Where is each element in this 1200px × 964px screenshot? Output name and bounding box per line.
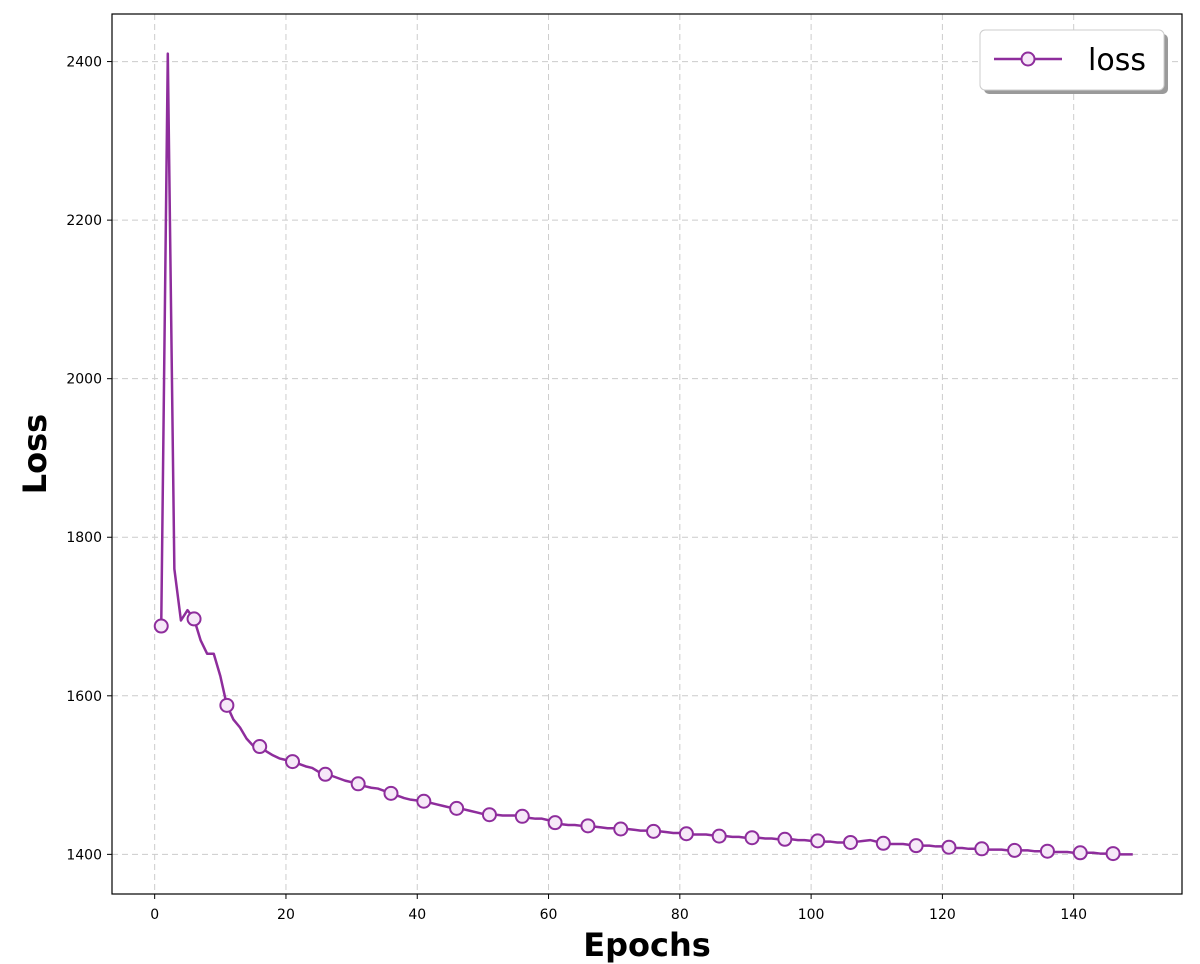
y-tick-label: 1600 — [66, 689, 102, 705]
loss-data-point — [1072, 845, 1088, 861]
loss-data-point — [777, 831, 793, 847]
loss-data-point — [941, 839, 957, 855]
plot-area-frame — [111, 13, 1183, 895]
loss-data-point — [1007, 842, 1023, 858]
loss-data-point — [908, 838, 924, 854]
x-tick-label: 80 — [671, 907, 689, 923]
x-tick-label: 140 — [1060, 907, 1087, 923]
loss-data-point — [514, 808, 530, 824]
loss-data-point — [252, 739, 268, 755]
x-tick-label: 40 — [408, 907, 426, 923]
y-axis-ticks: 1400 1600 1800 2000 2200 2400 — [66, 55, 112, 863]
x-axis-title: Epochs — [583, 926, 711, 964]
y-tick-label: 2400 — [66, 55, 102, 71]
loss-data-point — [580, 818, 596, 834]
x-tick-label: 20 — [277, 907, 295, 923]
loss-series-line — [159, 52, 1133, 856]
legend: loss — [979, 29, 1168, 94]
legend-marker-swatch — [1020, 51, 1036, 67]
loss-data-point — [416, 793, 432, 809]
loss-data-point — [678, 826, 694, 842]
legend-entry-loss: loss — [1088, 43, 1146, 78]
loss-data-point — [842, 834, 858, 850]
loss-data-point — [810, 833, 826, 849]
series-layer — [153, 52, 1133, 862]
y-tick-label: 2200 — [66, 213, 102, 229]
loss-data-point — [646, 823, 662, 839]
x-axis-ticks: 0 20 40 60 80 100 120 140 — [150, 894, 1087, 923]
loss-data-point — [744, 830, 760, 846]
y-axis-title: Loss — [16, 414, 54, 494]
x-tick-label: 0 — [150, 907, 159, 923]
loss-data-point — [974, 841, 990, 857]
y-tick-label: 1400 — [66, 847, 102, 863]
legend-box — [979, 29, 1165, 91]
loss-data-point — [1105, 846, 1121, 862]
grid — [112, 14, 1182, 894]
loss-data-point — [613, 821, 629, 837]
y-tick-label: 1800 — [66, 530, 102, 546]
loss-data-point — [547, 815, 563, 831]
loss-data-point — [383, 785, 399, 801]
loss-data-point — [481, 807, 497, 823]
loss-data-point — [153, 618, 169, 634]
loss-data-point — [449, 800, 465, 816]
x-tick-label: 100 — [798, 907, 825, 923]
loss-data-point — [350, 776, 366, 792]
loss-data-point — [186, 611, 202, 627]
loss-data-point — [875, 835, 891, 851]
loss-data-point — [711, 828, 727, 844]
loss-data-point — [219, 697, 235, 713]
y-tick-label: 2000 — [66, 372, 102, 388]
loss-data-point — [285, 754, 301, 770]
x-tick-label: 60 — [540, 907, 558, 923]
loss-data-point — [317, 766, 333, 782]
x-tick-label: 120 — [929, 907, 956, 923]
loss-data-point — [1039, 843, 1055, 859]
